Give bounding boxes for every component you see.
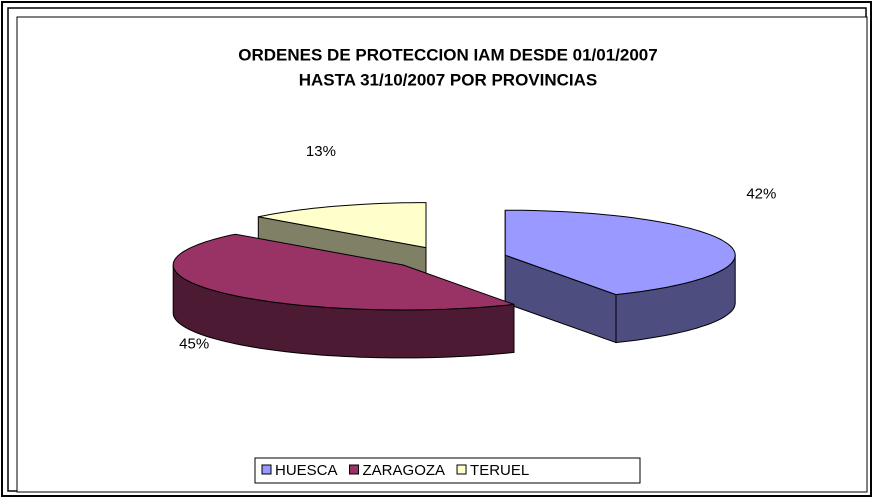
legend-label: TERUEL [470, 462, 529, 479]
slice [258, 202, 427, 249]
data-label: 13% [306, 143, 336, 160]
legend-box [254, 457, 641, 484]
legend-label: ZARAGOZA [363, 462, 446, 479]
legend-swatch [349, 464, 360, 475]
legend-swatch [261, 464, 272, 475]
legend-swatch [456, 464, 467, 475]
slice [172, 233, 515, 311]
slice [504, 209, 736, 296]
data-label: 42% [746, 185, 776, 202]
chart-title: ORDENES DE PROTECCION IAM DESDE 01/01/20… [238, 45, 657, 64]
legend: HUESCA ZARAGOZA TERUEL [261, 462, 529, 479]
data-label: 45% [179, 336, 209, 353]
chart-title: HASTA 31/10/2007 POR PROVINCIAS [299, 70, 598, 89]
legend-label: HUESCA [275, 462, 338, 479]
